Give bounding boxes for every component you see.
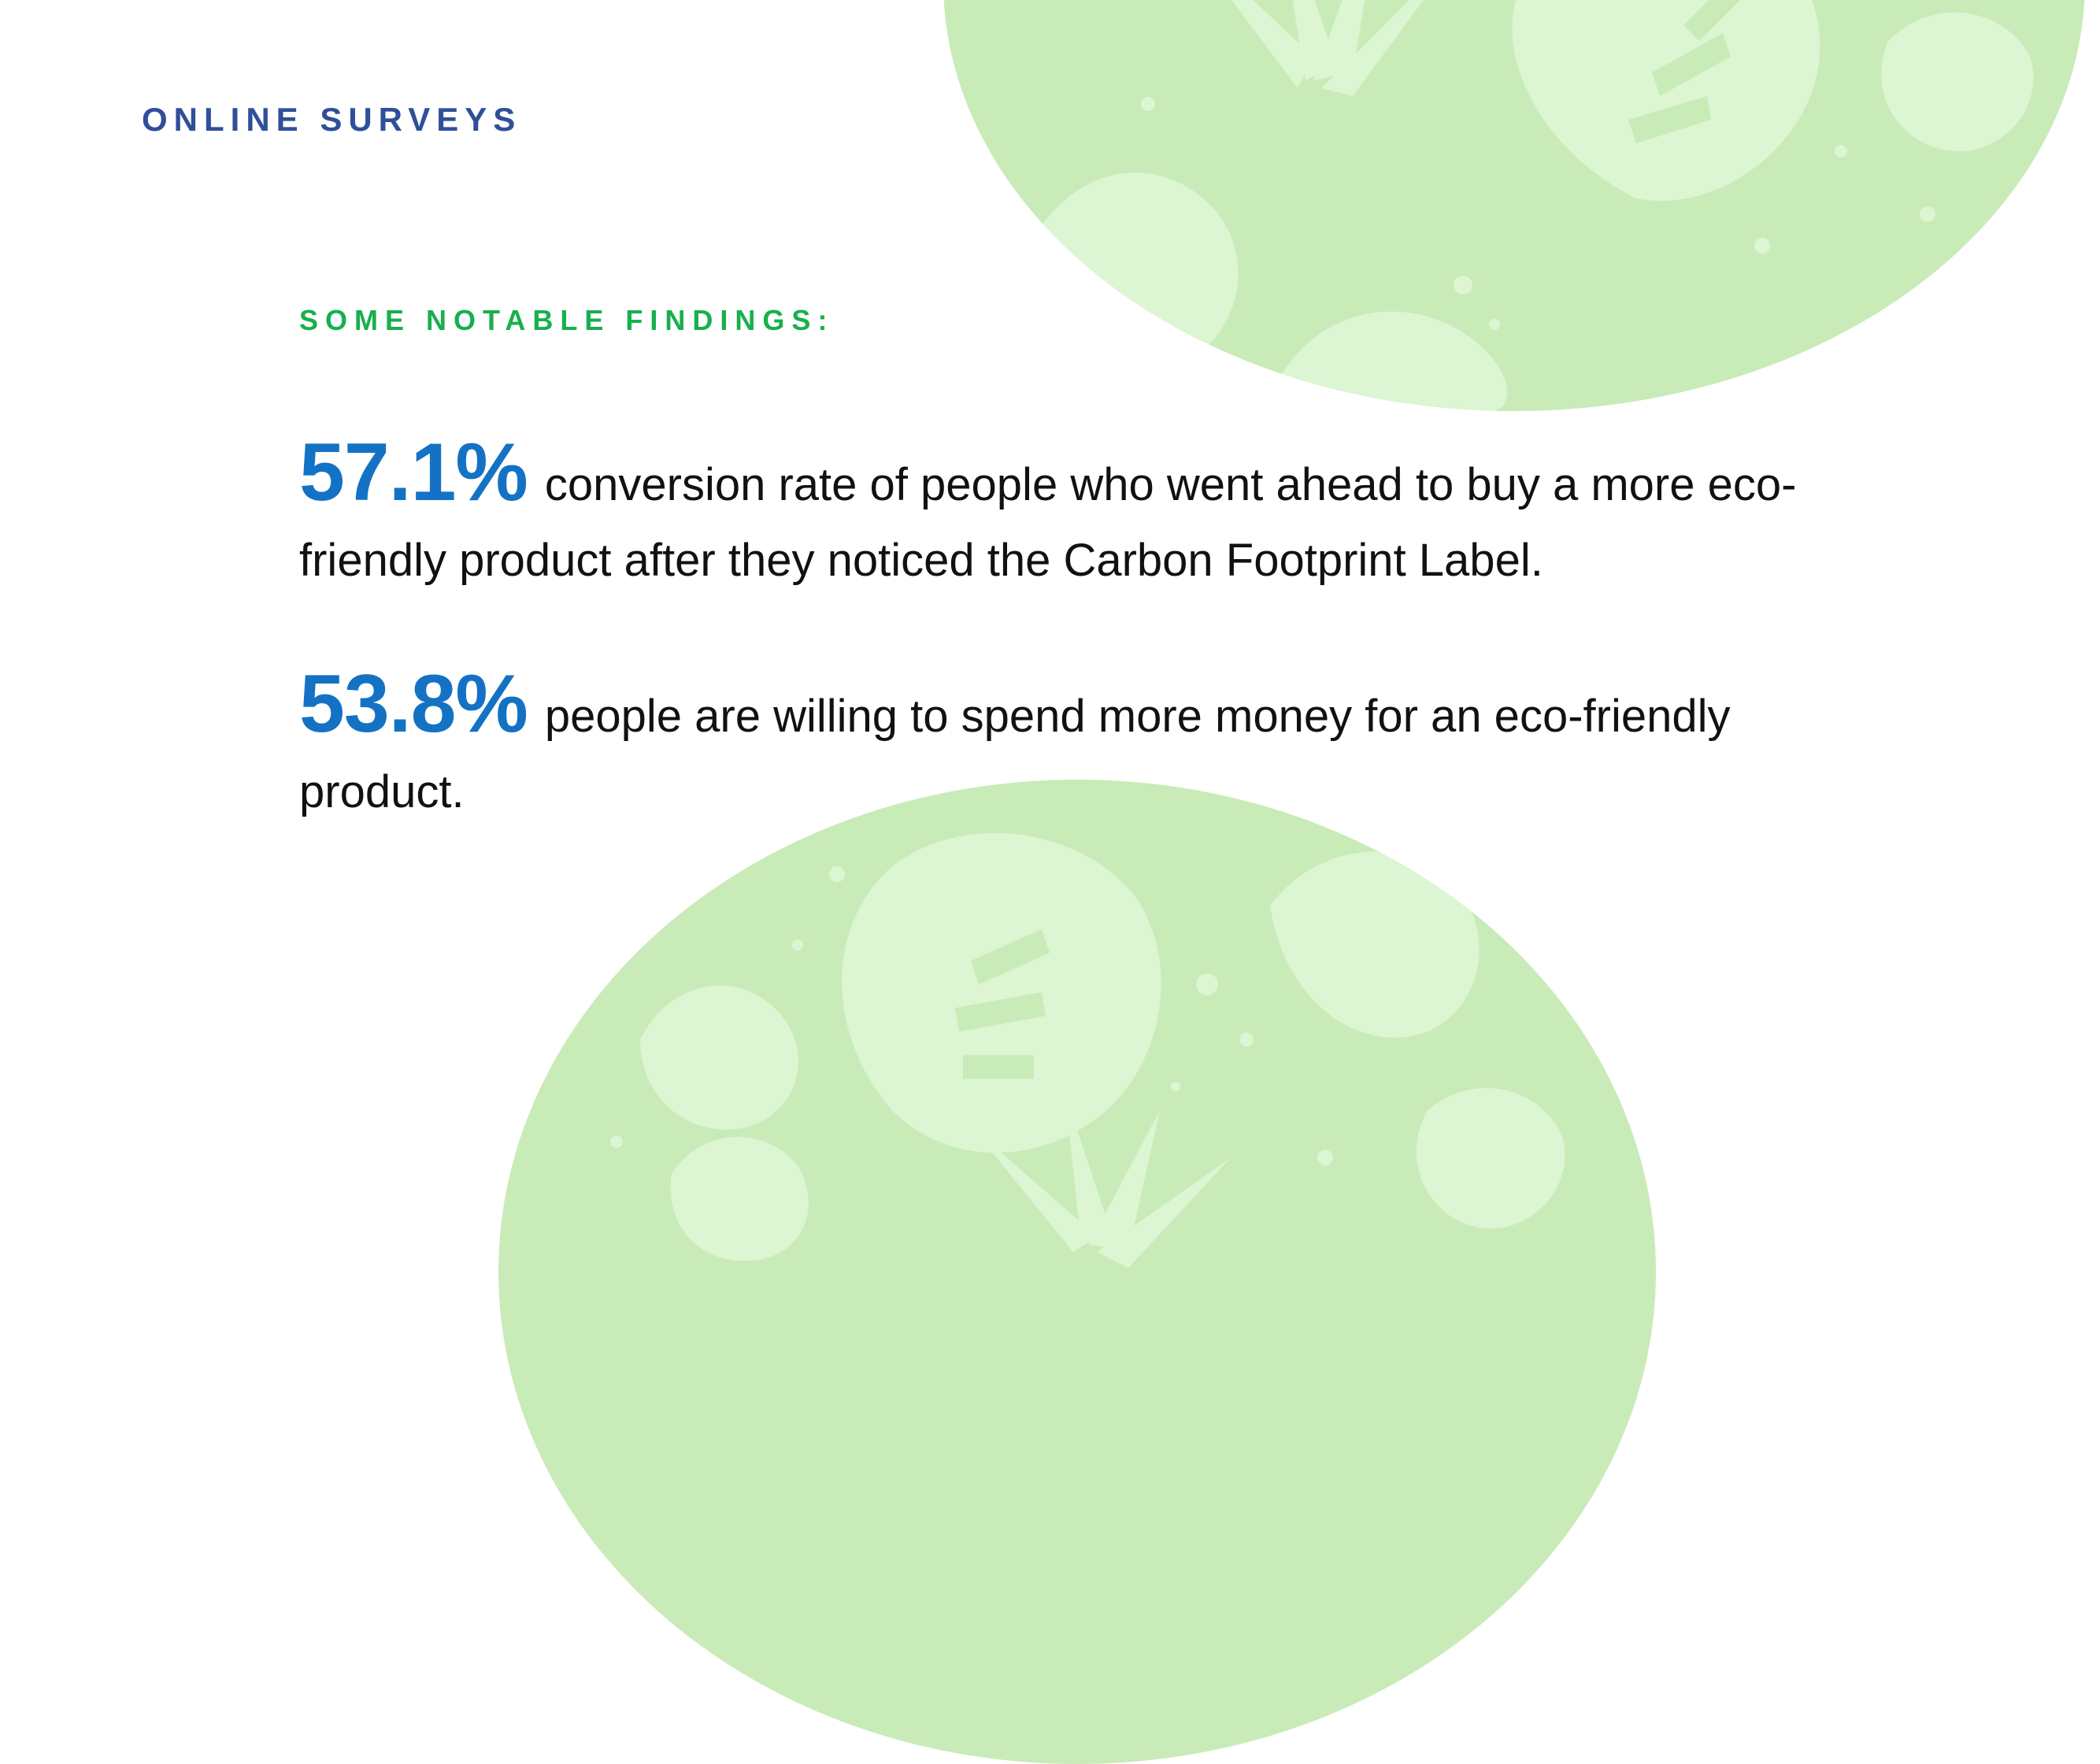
leaf-pattern-icon (610, 832, 1565, 1268)
finding-item: 57.1% conversion rate of people who went … (299, 432, 1811, 598)
tropical-leaf-pattern-bottom (498, 780, 1656, 1764)
leaf-pattern-icon (1022, 0, 2034, 411)
finding-description: conversion rate of people who went ahead… (299, 459, 1797, 586)
finding-stat: 53.8% (299, 658, 528, 750)
findings-subheading: SOME NOTABLE FINDINGS: (299, 304, 835, 336)
tropical-leaf-pattern-top (943, 0, 2085, 411)
finding-item: 53.8% people are willing to spend more mo… (299, 663, 1811, 830)
finding-description: people are willing to spend more money f… (299, 691, 1731, 817)
section-kicker: ONLINE SURVEYS (142, 101, 522, 138)
finding-stat: 57.1% (299, 427, 528, 518)
